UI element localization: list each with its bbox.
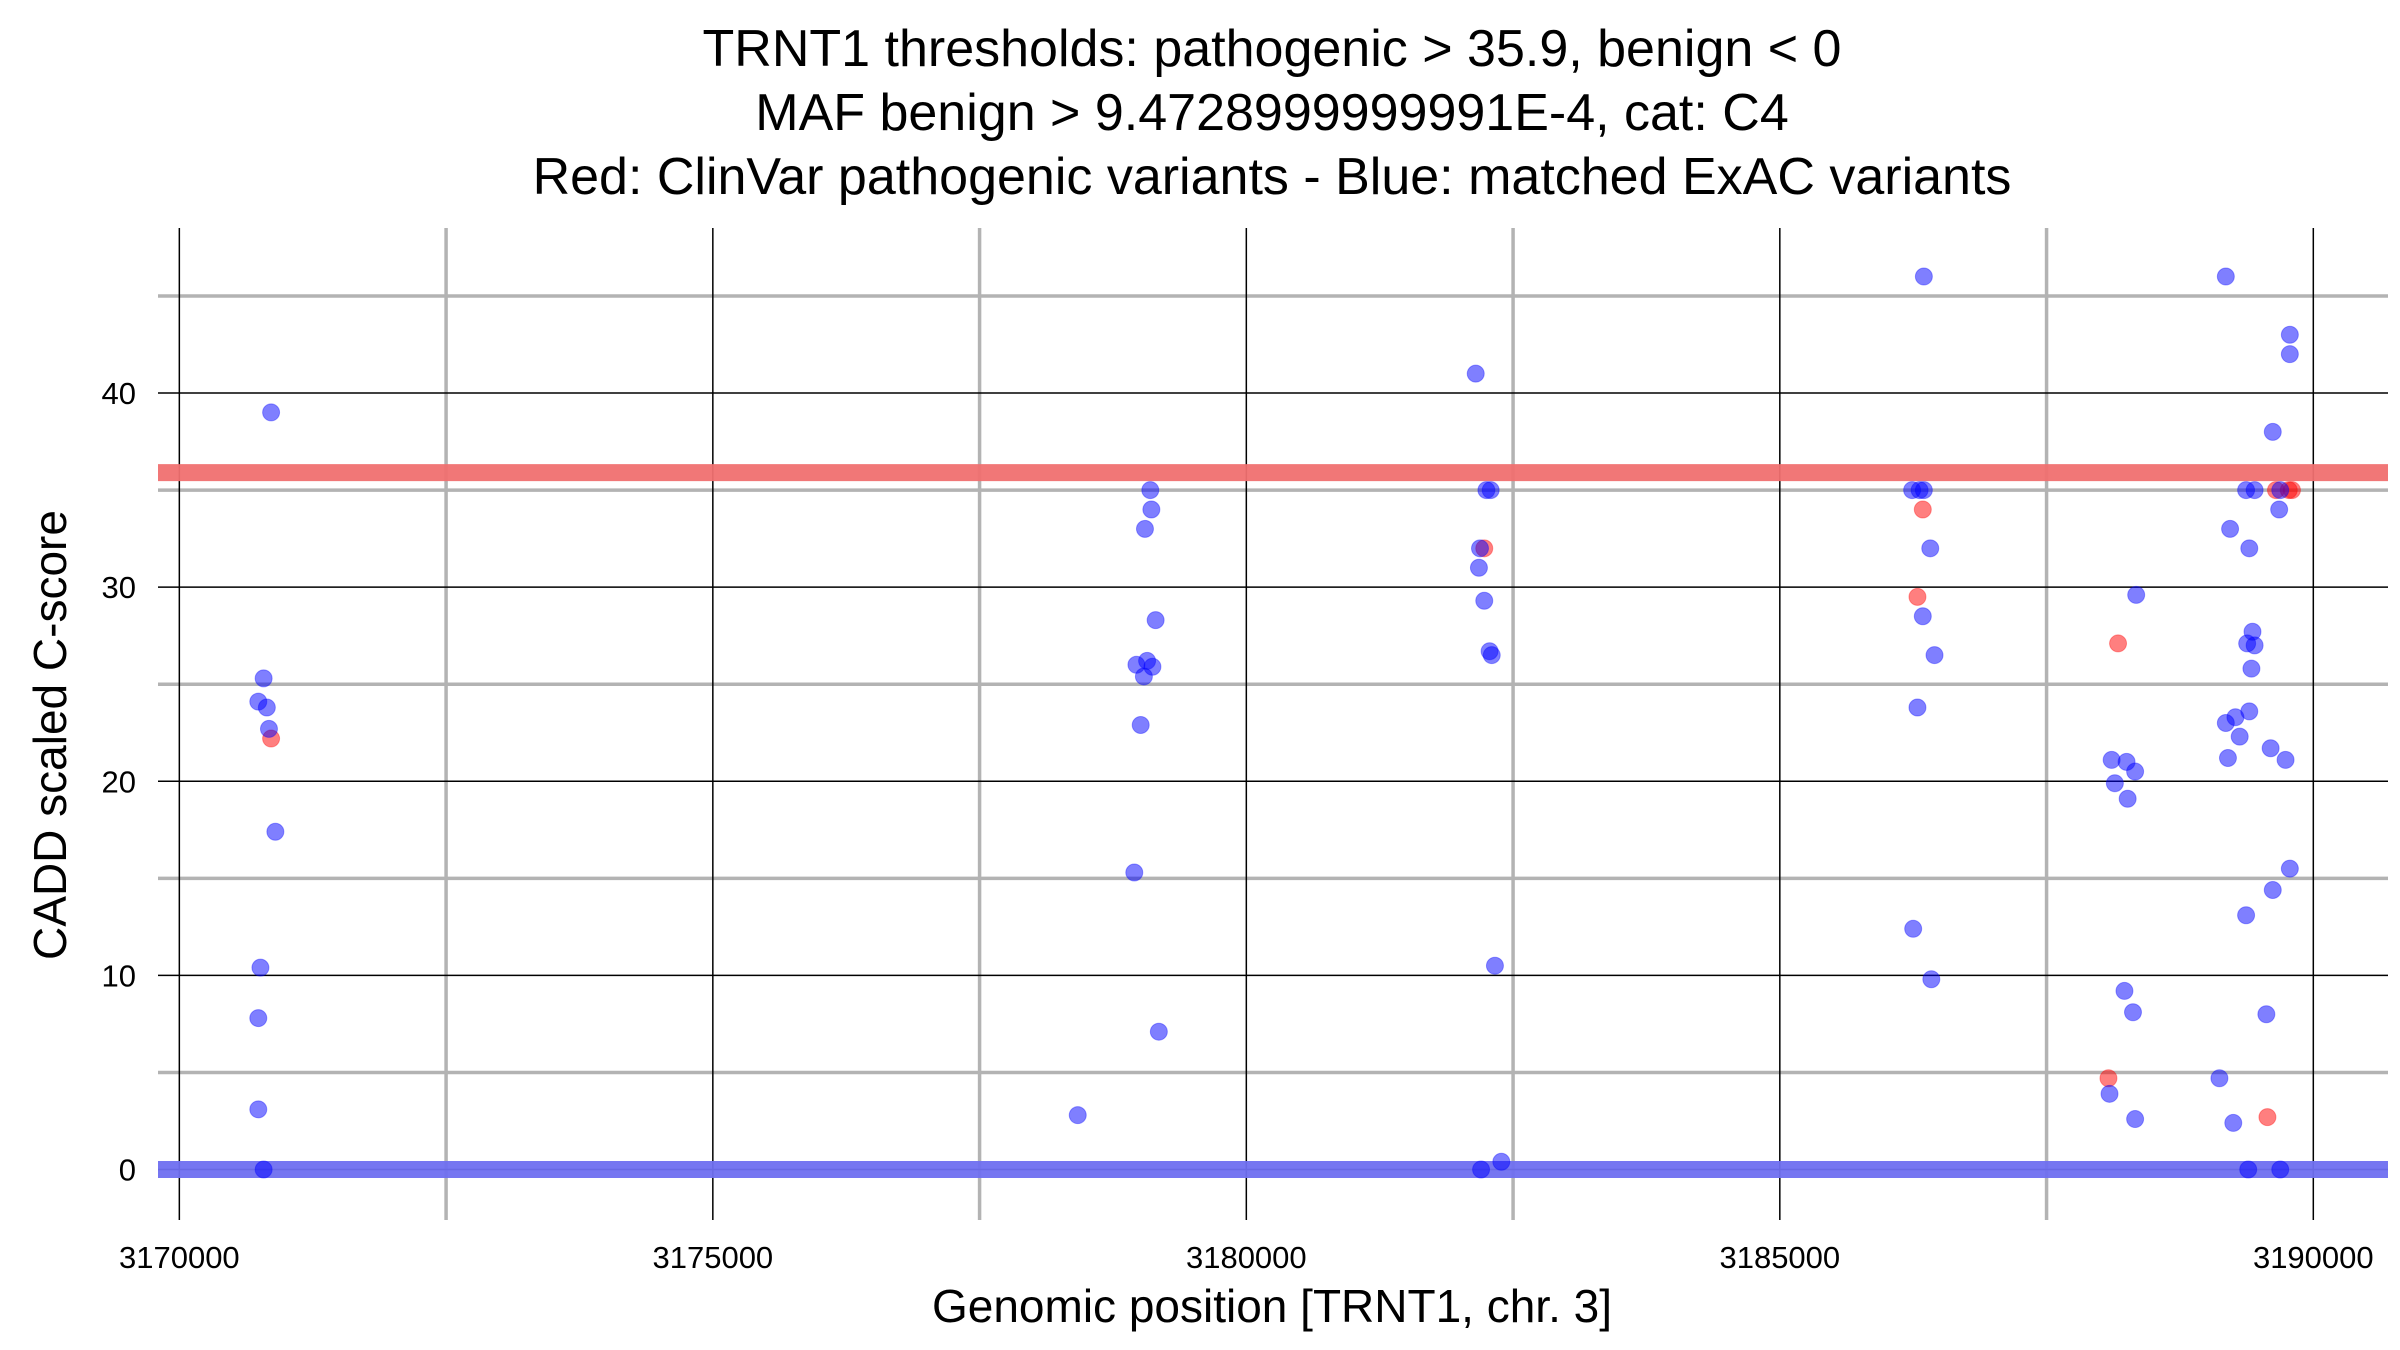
exac-point bbox=[259, 719, 278, 738]
exac-point bbox=[254, 1160, 273, 1179]
exac-point bbox=[2126, 1110, 2145, 1129]
exac-point bbox=[1914, 481, 1933, 500]
exac-point bbox=[2126, 762, 2145, 781]
exac-point bbox=[2257, 1005, 2276, 1024]
exac-point bbox=[2270, 500, 2289, 519]
y-axis-ticks: 0 10 20 30 40 bbox=[102, 376, 136, 1188]
exac-point bbox=[1481, 481, 1500, 500]
exac-point bbox=[2216, 267, 2235, 286]
x-tick-label: 3170000 bbox=[119, 1240, 240, 1275]
exac-point bbox=[2224, 1113, 2243, 1132]
exac-point bbox=[2127, 585, 2146, 604]
exac-point bbox=[249, 1100, 268, 1119]
exac-point bbox=[249, 1009, 268, 1028]
data-points bbox=[249, 267, 2301, 1179]
exac-point bbox=[1485, 956, 1504, 975]
exac-point bbox=[1466, 364, 1485, 383]
title-line-3: Red: ClinVar pathogenic variants - Blue:… bbox=[533, 148, 2012, 206]
exac-point bbox=[2210, 1069, 2229, 1088]
exac-point bbox=[2280, 859, 2299, 878]
x-axis-title: Genomic position [TRNT1, chr. 3] bbox=[932, 1280, 1612, 1332]
exac-point bbox=[1469, 558, 1488, 577]
exac-point bbox=[1925, 646, 1944, 665]
exac-point bbox=[2242, 659, 2261, 678]
exac-point bbox=[2245, 481, 2264, 500]
exac-point bbox=[1904, 919, 1923, 938]
pathogenic-point bbox=[2258, 1108, 2277, 1127]
exac-point bbox=[1922, 970, 1941, 989]
exac-point bbox=[2240, 539, 2259, 558]
pathogenic-point bbox=[1908, 587, 1927, 606]
exac-point bbox=[1921, 539, 1940, 558]
exac-point bbox=[2239, 1160, 2258, 1179]
y-tick-label: 20 bbox=[102, 764, 136, 799]
exac-point bbox=[2123, 1003, 2142, 1022]
x-tick-label: 3190000 bbox=[2253, 1240, 2374, 1275]
exac-point bbox=[2118, 789, 2137, 808]
exac-point bbox=[1146, 611, 1165, 630]
exac-point bbox=[2216, 714, 2235, 733]
exac-point bbox=[1141, 481, 1160, 500]
title-line-1: TRNT1 thresholds: pathogenic > 35.9, ben… bbox=[703, 20, 1842, 78]
exac-point bbox=[2221, 519, 2240, 538]
exac-point bbox=[2237, 906, 2256, 925]
x-tick-label: 3180000 bbox=[1186, 1240, 1307, 1275]
y-axis-title: CADD scaled C-score bbox=[24, 510, 76, 960]
exac-point bbox=[251, 958, 270, 977]
exac-point bbox=[1131, 715, 1150, 734]
exac-point bbox=[2102, 750, 2121, 769]
exac-point bbox=[2263, 880, 2282, 899]
chart-title: TRNT1 thresholds: pathogenic > 35.9, ben… bbox=[533, 20, 2012, 206]
x-axis-ticks: 3170000 3175000 3180000 3185000 3190000 bbox=[119, 1240, 2374, 1275]
exac-point bbox=[262, 403, 281, 422]
title-line-2: MAF benign > 9.4728999999991E-4, cat: C4 bbox=[755, 84, 1789, 142]
exac-point bbox=[1470, 539, 1489, 558]
exac-point bbox=[2115, 981, 2134, 1000]
exac-point bbox=[1492, 1152, 1511, 1171]
pathogenic-point bbox=[2099, 1069, 2118, 1088]
exac-point bbox=[2230, 727, 2249, 746]
x-tick-label: 3185000 bbox=[1719, 1240, 1840, 1275]
exac-point bbox=[1135, 519, 1154, 538]
pathogenic-point bbox=[2109, 634, 2128, 653]
exac-point bbox=[1142, 500, 1161, 519]
exac-point bbox=[2100, 1084, 2119, 1103]
exac-point bbox=[254, 669, 273, 688]
y-tick-label: 0 bbox=[119, 1153, 136, 1188]
y-tick-label: 30 bbox=[102, 570, 136, 605]
x-tick-label: 3175000 bbox=[652, 1240, 773, 1275]
y-tick-label: 10 bbox=[102, 958, 136, 993]
pathogenic-point bbox=[1913, 500, 1932, 519]
grid-lines bbox=[158, 228, 2388, 1220]
exac-point bbox=[2280, 325, 2299, 344]
exac-point bbox=[2105, 774, 2124, 793]
exac-point bbox=[2263, 422, 2282, 441]
exac-point bbox=[257, 698, 276, 717]
threshold-lines bbox=[158, 464, 2388, 1179]
exac-point bbox=[2271, 1160, 2290, 1179]
exac-point bbox=[1482, 646, 1501, 665]
exac-point bbox=[1472, 1160, 1491, 1179]
exac-point bbox=[2276, 750, 2295, 769]
exac-point bbox=[1908, 698, 1927, 717]
exac-point bbox=[2271, 481, 2290, 500]
exac-point bbox=[1134, 667, 1153, 686]
exac-point bbox=[266, 822, 285, 841]
exac-point bbox=[1149, 1022, 1168, 1041]
exac-point bbox=[2245, 636, 2264, 655]
exac-point bbox=[1125, 863, 1144, 882]
exac-point bbox=[1914, 267, 1933, 286]
exac-point bbox=[1475, 591, 1494, 610]
exac-point bbox=[1913, 607, 1932, 626]
exac-point bbox=[2280, 345, 2299, 364]
y-tick-label: 40 bbox=[102, 376, 136, 411]
exac-point bbox=[1068, 1106, 1087, 1125]
exac-point bbox=[2218, 748, 2237, 767]
exac-point bbox=[2261, 739, 2280, 758]
